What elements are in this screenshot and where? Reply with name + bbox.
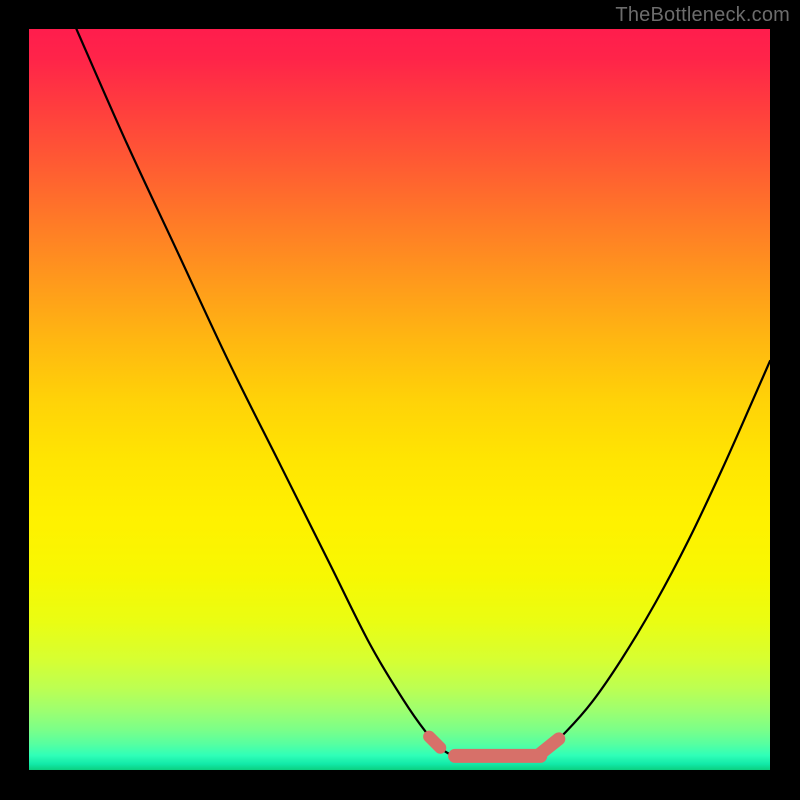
- chart-plot-area: [29, 29, 770, 770]
- chart-svg: [29, 29, 770, 770]
- chart-background: [29, 29, 770, 770]
- highlight-segment: [429, 737, 440, 748]
- watermark-text: TheBottleneck.com: [615, 4, 790, 27]
